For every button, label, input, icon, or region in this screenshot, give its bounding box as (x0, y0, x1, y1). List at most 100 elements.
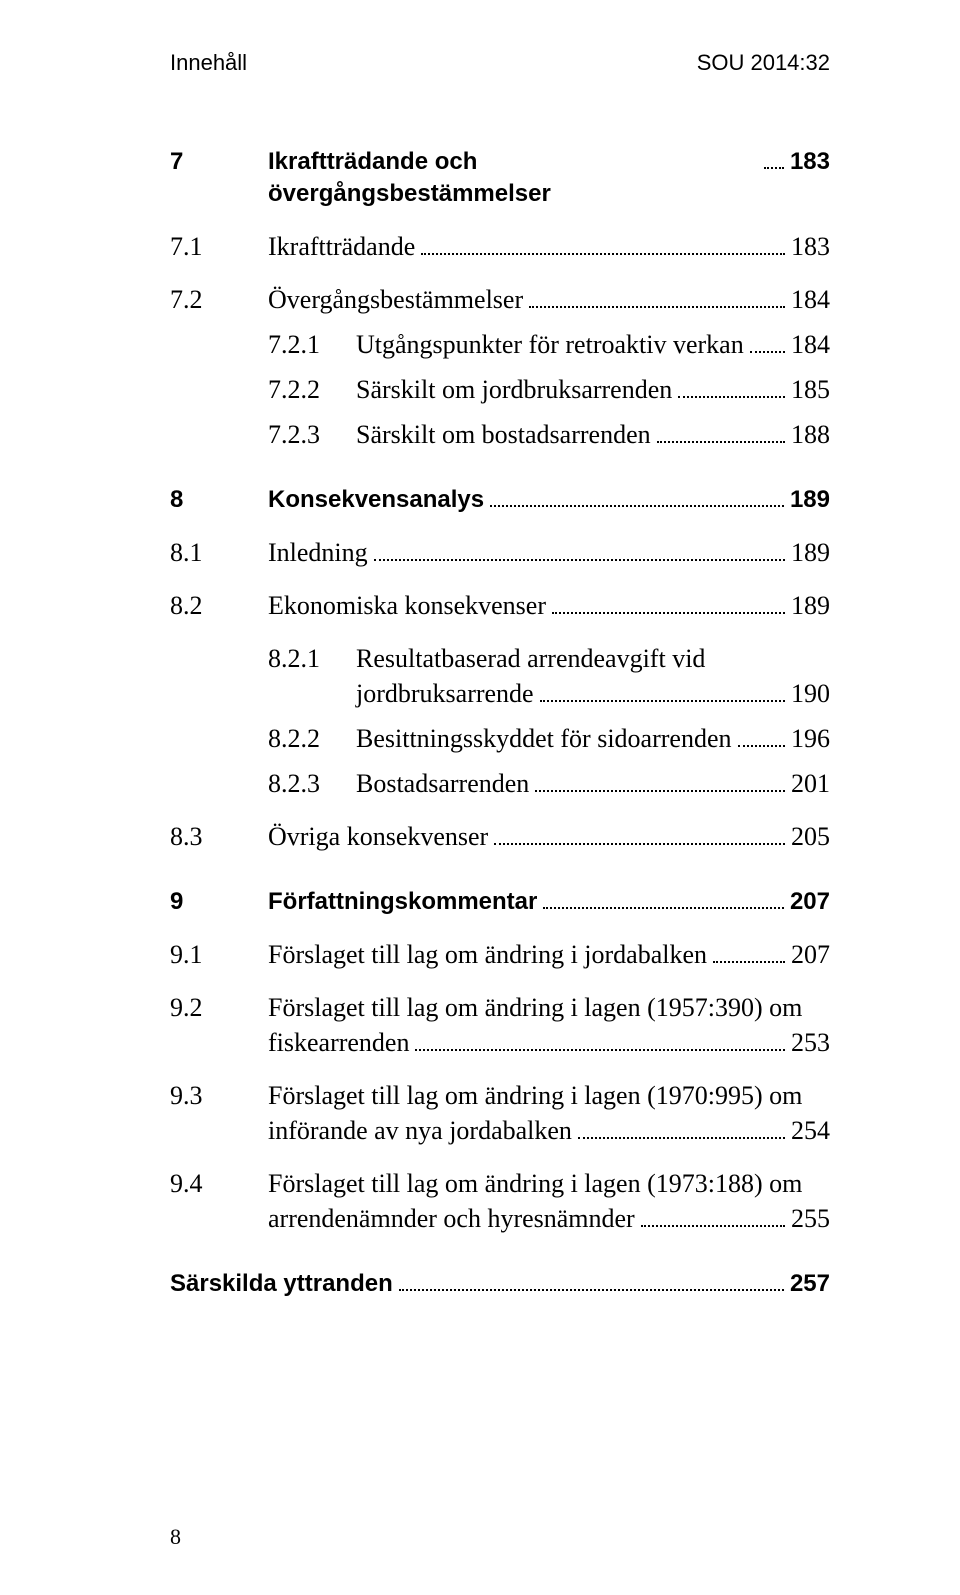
toc-page: 183 (791, 229, 830, 264)
toc-body: Förslaget till lag om ändring i lagen (1… (268, 1166, 830, 1236)
toc-title: Konsekvensanalys (268, 484, 484, 516)
toc-page: 185 (791, 372, 830, 407)
toc-lastline: införande av nya jordabalken 254 (268, 1113, 830, 1148)
toc-line2: jordbruksarrende (356, 676, 534, 711)
leader-dots (578, 1137, 785, 1139)
toc-page: 188 (791, 417, 830, 452)
toc-s723: 7.2.3 Särskilt om bostadsarrenden 188 (170, 417, 830, 452)
leader-dots (529, 306, 785, 308)
toc-s722: 7.2.2 Särskilt om jordbruksarrenden 185 (170, 372, 830, 407)
leader-dots (738, 745, 786, 747)
toc-num: 8.2.2 (268, 721, 356, 756)
running-header: Innehåll SOU 2014:32 (170, 50, 830, 76)
leader-dots (535, 790, 785, 792)
toc-s721: 7.2.1 Utgångspunkter för retroaktiv verk… (170, 327, 830, 362)
leader-dots (421, 253, 785, 255)
toc-num: 7.1 (170, 229, 268, 264)
toc-num: 9 (170, 886, 268, 918)
toc-num: 7.2.2 (268, 372, 356, 407)
toc-num: 9.2 (170, 990, 268, 1060)
toc-title: Ekonomiska konsekvenser (268, 588, 546, 623)
leader-dots (374, 559, 785, 561)
toc-title: Ikraftträdande (268, 229, 415, 264)
toc-title: Övriga konsekvenser (268, 819, 488, 854)
toc-s92: 9.2 Förslaget till lag om ändring i lage… (170, 990, 830, 1060)
toc-title: Övergångsbestämmelser (268, 282, 523, 317)
leader-dots (678, 396, 785, 398)
toc-ch9: 9 Författningskommentar 207 (170, 886, 830, 918)
leader-dots (399, 1289, 784, 1291)
toc-page: 205 (791, 819, 830, 854)
toc-title: Utgångspunkter för retroaktiv verkan (356, 327, 744, 362)
header-right: SOU 2014:32 (697, 50, 830, 76)
toc-num: 7.2 (170, 282, 268, 317)
toc-num: 8.1 (170, 535, 268, 570)
toc-page: 254 (791, 1113, 830, 1148)
toc-page: 183 (790, 146, 830, 178)
toc-title: Förslaget till lag om ändring i jordabal… (268, 937, 707, 972)
toc-page: 189 (790, 484, 830, 516)
toc-line1: Förslaget till lag om ändring i lagen (1… (268, 1166, 830, 1201)
toc-page: 189 (791, 535, 830, 570)
leader-dots (641, 1225, 785, 1227)
toc-line1: Förslaget till lag om ändring i lagen (1… (268, 1078, 830, 1113)
toc-title: Besittningsskyddet för sidoarrenden (356, 721, 732, 756)
leader-dots (750, 351, 785, 353)
toc-num: 7.2.3 (268, 417, 356, 452)
leader-dots (415, 1049, 785, 1051)
toc-lastline: arrendenämnder och hyresnämnder 255 (268, 1201, 830, 1236)
leader-dots (713, 961, 785, 963)
toc-title: Ikraftträdande och övergångsbestämmelser (268, 146, 758, 211)
toc-num: 9.3 (170, 1078, 268, 1148)
leader-dots (540, 700, 785, 702)
toc-s91: 9.1 Förslaget till lag om ändring i jord… (170, 937, 830, 972)
toc-line2: arrendenämnder och hyresnämnder (268, 1201, 635, 1236)
toc-num: 7 (170, 146, 268, 178)
toc-num: 8.2.1 (268, 641, 356, 711)
toc-ch8: 8 Konsekvensanalys 189 (170, 484, 830, 516)
header-left: Innehåll (170, 50, 247, 76)
toc-lastline: jordbruksarrende 190 (356, 676, 830, 711)
page: Innehåll SOU 2014:32 7 Ikraftträdande oc… (0, 0, 960, 1595)
toc-num: 8.3 (170, 819, 268, 854)
leader-dots (764, 167, 784, 169)
toc-num: 9.4 (170, 1166, 268, 1236)
toc-page: 207 (791, 937, 830, 972)
toc-ch7: 7 Ikraftträdande och övergångsbestämmels… (170, 146, 830, 211)
toc-title: Författningskommentar (268, 886, 537, 918)
toc-title: Inledning (268, 535, 368, 570)
toc-s83: 8.3 Övriga konsekvenser 205 (170, 819, 830, 854)
leader-dots (494, 843, 785, 845)
toc-page: 184 (791, 327, 830, 362)
toc-num: 9.1 (170, 937, 268, 972)
toc-title: Särskilt om bostadsarrenden (356, 417, 651, 452)
toc-page: 255 (791, 1201, 830, 1236)
toc-s93: 9.3 Förslaget till lag om ändring i lage… (170, 1078, 830, 1148)
toc-num: 8.2.3 (268, 766, 356, 801)
toc-page: 257 (790, 1268, 830, 1300)
toc-body: Förslaget till lag om ändring i lagen (1… (268, 990, 830, 1060)
toc-page: 189 (791, 588, 830, 623)
leader-dots (552, 612, 785, 614)
toc-title: Särskilt om jordbruksarrenden (356, 372, 672, 407)
toc-page: 196 (791, 721, 830, 756)
toc-num: 8.2 (170, 588, 268, 623)
toc-s71: 7.1 Ikraftträdande 183 (170, 229, 830, 264)
toc-s822: 8.2.2 Besittningsskyddet för sidoarrende… (170, 721, 830, 756)
toc-s823: 8.2.3 Bostadsarrenden 201 (170, 766, 830, 801)
toc-page: 253 (791, 1025, 830, 1060)
toc-s82: 8.2 Ekonomiska konsekvenser 189 (170, 588, 830, 623)
toc-lastline: fiskearrenden 253 (268, 1025, 830, 1060)
leader-dots (490, 505, 784, 507)
toc-s72: 7.2 Övergångsbestämmelser 184 (170, 282, 830, 317)
toc-line2: införande av nya jordabalken (268, 1113, 572, 1148)
toc-num: 8 (170, 484, 268, 516)
toc-num: 7.2.1 (268, 327, 356, 362)
toc-line1: Förslaget till lag om ändring i lagen (1… (268, 990, 830, 1025)
page-number: 8 (170, 1524, 181, 1550)
toc-line2: fiskearrenden (268, 1025, 409, 1060)
toc-s821: 8.2.1 Resultatbaserad arrendeavgift vid … (170, 641, 830, 711)
toc-body: Resultatbaserad arrendeavgift vid jordbr… (356, 641, 830, 711)
toc-body: Förslaget till lag om ändring i lagen (1… (268, 1078, 830, 1148)
toc-page: 184 (791, 282, 830, 317)
